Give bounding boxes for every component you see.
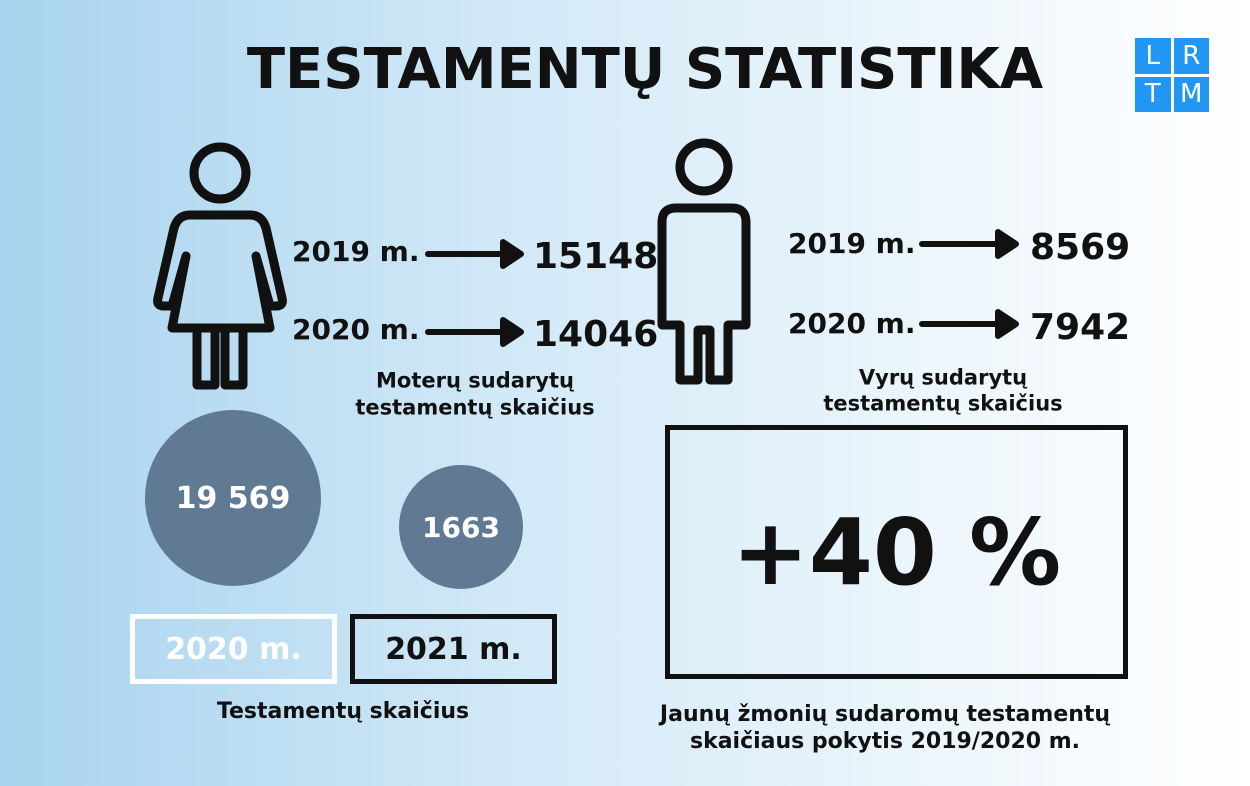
caption: skaičiaus pokytis 2019/2020 m. [689,729,1081,754]
caption: testamentų skaičius [823,391,1063,416]
year-box: 2021 m. [350,614,557,684]
total-circle: 19 569 [145,410,321,586]
change-box: +40 % [665,425,1128,679]
value: 15148 [533,236,659,277]
value: 8569 [1030,227,1131,268]
caption: Jaunų žmonių sudaromų testamentų [659,702,1111,727]
logo: L R T M [1135,38,1209,112]
caption: Testamentų skaičius [216,699,470,724]
year: 2019 m. [788,227,916,260]
arrows [425,229,1019,347]
logo-letter: R [1173,38,1209,74]
year-box: 2020 m. [130,614,337,684]
caption: testamentų skaičius [355,395,595,420]
year: 2019 m. [292,235,420,268]
logo-letter: M [1173,76,1209,112]
total-circle: 1663 [399,465,523,589]
title: TESTAMENTŲ STATISTIKA [246,37,1044,102]
year: 2020 m. [788,307,916,340]
value: 7942 [1030,307,1131,348]
caption: Vyrų sudarytų [858,365,1028,390]
caption: Moterų sudarytų [376,368,574,393]
year: 2020 m. [292,313,420,346]
logo-letter: T [1135,76,1171,112]
value: 14046 [533,314,659,355]
logo-letter: L [1135,38,1171,74]
woman-icon [153,142,287,390]
man-icon [657,138,751,385]
